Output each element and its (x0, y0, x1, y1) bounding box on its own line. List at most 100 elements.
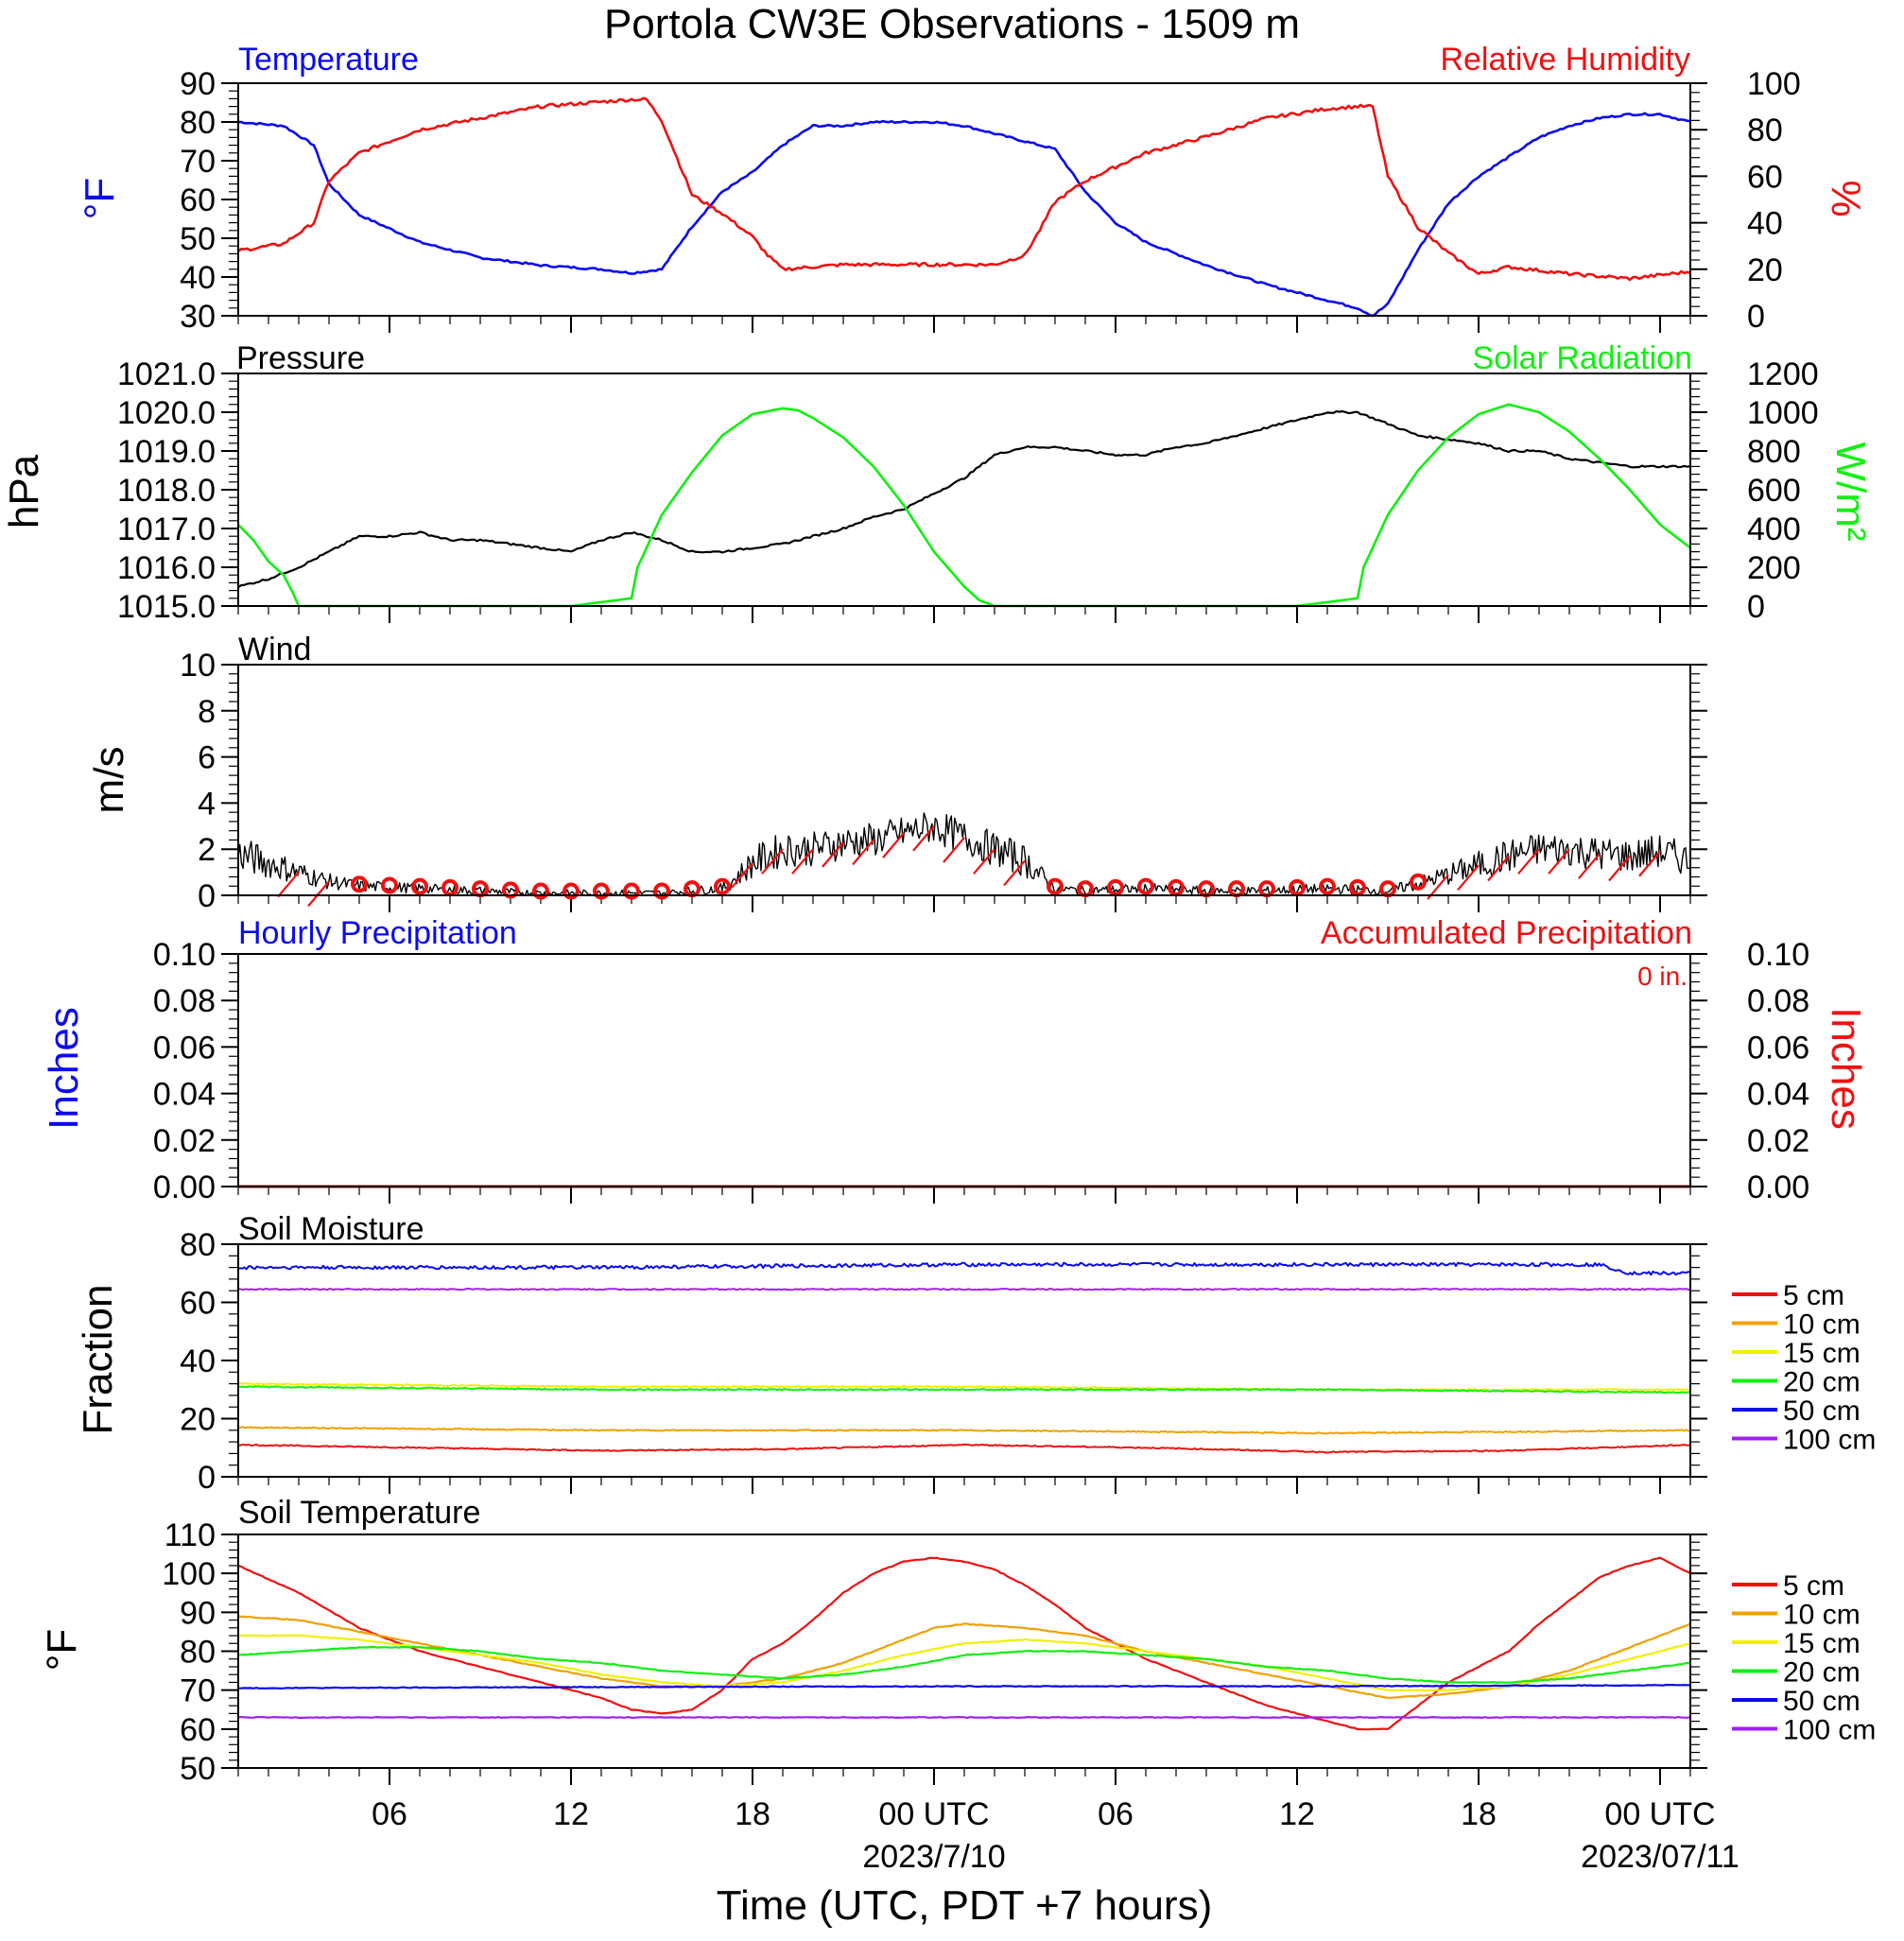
wind-barb (1517, 848, 1540, 875)
wind-barb (307, 880, 330, 908)
temperature-unit: °F (77, 178, 123, 219)
time-tick-label: 06 (1098, 1796, 1134, 1832)
wind-barb (973, 848, 995, 875)
wind-tick-label: 8 (198, 694, 216, 730)
soil-temperature-frame (237, 1534, 1691, 1769)
wind-tick-label: 2 (198, 832, 216, 868)
wind-barb (912, 825, 935, 852)
wind-calm-marker (1107, 878, 1124, 896)
pressure-tick-label: 1015.0 (117, 589, 216, 625)
soil-moisture-title: Soil Moisture (238, 1211, 424, 1247)
pressure-tick-label: 1021.0 (117, 356, 216, 392)
humidity-tick-label: 0 (1747, 299, 1765, 335)
pressure-tick-label: 1016.0 (117, 550, 216, 586)
soil-temperature-tick-label: 100 (162, 1556, 216, 1592)
wind-calm-marker (441, 878, 459, 896)
wind-calm-marker (351, 875, 368, 893)
hourly-precip-title: Hourly Precipitation (238, 915, 517, 951)
soil-moisture-100cm-line (237, 1288, 1691, 1291)
temperature-title: Temperature (238, 42, 419, 78)
wind-barb (852, 839, 874, 866)
humidity-tick-label: 20 (1747, 252, 1783, 288)
wind-ticks: 0 2 4 6 8 10 (180, 648, 1707, 914)
wind-calm-marker (1168, 878, 1185, 896)
wind-calm-marker (411, 877, 428, 895)
soil-temperature-legend-label: 15 cm (1783, 1628, 1861, 1659)
soil-moisture-legend-label: 5 cm (1783, 1280, 1844, 1311)
pressure-solar-frame (237, 373, 1691, 607)
wind-barb (761, 848, 784, 875)
wind-calm-marker (532, 882, 549, 900)
humidity-tick-label: 100 (1747, 66, 1801, 102)
soil-temp-20cm-line (237, 1645, 1691, 1684)
pressure-title: Pressure (236, 340, 365, 376)
temperature-tick-label: 80 (180, 105, 216, 141)
accum-precip-tick-label: 0.08 (1747, 983, 1809, 1019)
time-tick-label: 12 (1279, 1796, 1315, 1832)
wind-calm-marker (502, 881, 519, 899)
hourly-precip-tick-label: 0.08 (153, 983, 216, 1019)
accum-precip-tick-label: 0.06 (1747, 1030, 1809, 1066)
time-axis-title: Time (UTC, PDT +7 hours) (717, 1882, 1212, 1929)
soil-temp-100cm-line (237, 1715, 1691, 1720)
pressure-tick-label: 1017.0 (117, 511, 216, 547)
wind-unit: m/s (86, 747, 132, 814)
temperature-tick-label: 50 (180, 221, 216, 257)
date-label: 2023/07/11 (1581, 1839, 1740, 1875)
soil-moisture-ticks: 0 20 40 60 80 (180, 1227, 1707, 1496)
soil-temperature-tick-label: 90 (180, 1595, 216, 1631)
temperature-tick-label: 90 (180, 66, 216, 102)
pressure-tick-label: 1020.0 (117, 395, 216, 431)
soil-moisture-tick-label: 40 (180, 1343, 216, 1379)
solar-tick-label: 1000 (1747, 395, 1819, 431)
wind-calm-marker (563, 882, 580, 900)
temperature-line (237, 112, 1691, 318)
wind-barb (822, 841, 844, 868)
soil-moisture-legend-label: 10 cm (1783, 1309, 1861, 1341)
humidity-tick-label: 80 (1747, 113, 1783, 148)
temperature-tick-label: 70 (180, 144, 216, 180)
soil-moisture-legend-label: 15 cm (1783, 1338, 1861, 1369)
soil-temperature-legend-label: 20 cm (1783, 1657, 1861, 1689)
temperature-tick-label: 30 (180, 299, 216, 335)
soil-moisture-plot (237, 1261, 1691, 1454)
wind-calm-marker (653, 882, 670, 900)
hourly-precip-tick-label: 0.04 (153, 1077, 216, 1113)
humidity-tick-label: 40 (1747, 206, 1783, 242)
solar-title: Solar Radiation (1473, 340, 1692, 376)
time-tick-label: 00 UTC (1604, 1796, 1715, 1832)
soil-moisture-tick-label: 80 (180, 1227, 216, 1263)
solar-tick-label: 200 (1747, 550, 1801, 586)
panel-precipitation: Hourly Precipitation Accumulated Precipi… (41, 915, 1869, 1205)
wind-calm-marker (1137, 877, 1154, 895)
soil-moisture-tick-label: 0 (198, 1460, 216, 1496)
pressure-tick-label: 1018.0 (117, 473, 216, 509)
time-axis: 06 12 18 00 UTC 2023/7/10 06 12 18 00 UTC 2023/07… (372, 1796, 1740, 1875)
soil-temperature-tick-label: 50 (180, 1751, 216, 1787)
wind-calm-marker (1349, 878, 1366, 896)
wind-tick-label: 4 (198, 786, 216, 822)
soil-temperature-legend-label: 5 cm (1783, 1570, 1844, 1602)
solar-tick-label: 600 (1747, 473, 1801, 509)
wind-calm-marker (714, 877, 731, 895)
accum-precip-tick-label: 0.02 (1747, 1123, 1809, 1159)
wind-barb (791, 848, 814, 875)
accum-precip-unit: Inches (1823, 1007, 1869, 1130)
wind-calm-marker (1410, 873, 1427, 891)
figure-title: Portola CW3E Observations - 1509 m (604, 1, 1300, 47)
accum-precip-title: Accumulated Precipitation (1321, 915, 1692, 951)
hourly-precip-tick-label: 0.02 (153, 1123, 216, 1159)
wind-barb (1457, 864, 1480, 891)
panel-soil-moisture: Soil Moisture Fraction 0 20 40 60 80 5 cm10 … (75, 1211, 1876, 1496)
soil-temperature-tick-label: 60 (180, 1712, 216, 1748)
soil-temperature-legend-label: 10 cm (1783, 1600, 1861, 1631)
solar-line (237, 403, 1691, 608)
wind-barb (882, 832, 905, 858)
wind-barb (943, 837, 965, 863)
wind-barb (1003, 859, 1026, 887)
soil-moisture-tick-label: 20 (180, 1402, 216, 1438)
